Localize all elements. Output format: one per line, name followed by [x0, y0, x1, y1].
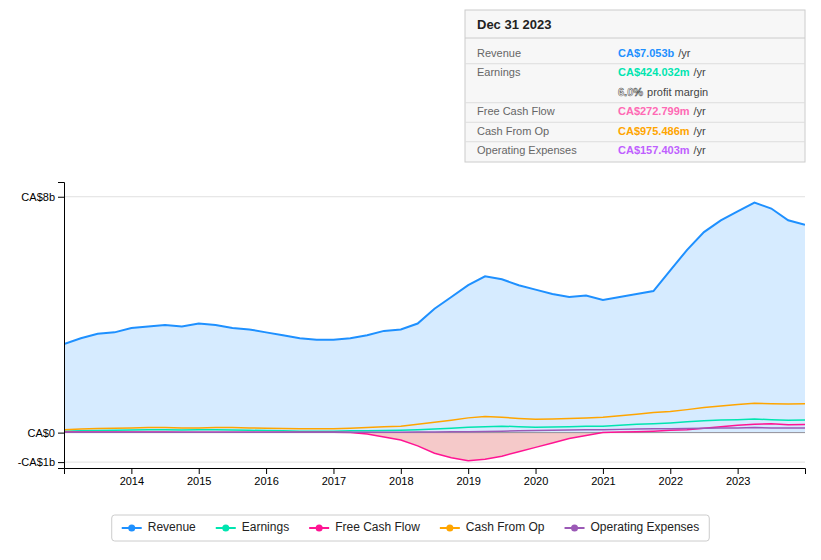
tick: 2017 [322, 468, 346, 487]
tick-mark [58, 462, 64, 463]
info-label: Free Cash Flow [477, 105, 555, 117]
line [64, 403, 805, 430]
chart: -CA$1bCA$0CA$8b2014201520162017201820192… [0, 0, 821, 560]
info-value: CA$424.032m [618, 66, 690, 78]
legend-item: Free Cash Flow [309, 520, 420, 534]
legend-marker [446, 525, 453, 532]
info-label: Cash From Op [477, 125, 549, 137]
area [64, 203, 805, 433]
tick: CA$0 [27, 427, 64, 439]
grid-line [64, 196, 805, 197]
info-unit: /yr [694, 125, 707, 137]
tick: -CA$1b [18, 456, 64, 468]
tick-mark [333, 468, 334, 474]
grid-line [64, 462, 805, 463]
legend-marker [128, 525, 135, 532]
legend-label: Cash From Op [466, 520, 545, 534]
info-box-frame [465, 10, 805, 162]
legend-label: Earnings [242, 520, 289, 534]
info-unit: profit margin [647, 86, 708, 98]
info-separator [465, 38, 805, 39]
info-value: CA$272.799m [618, 105, 690, 117]
y-axis: -CA$1b CA$0 CA$8b [18, 183, 65, 469]
tick-label: 2015 [187, 475, 211, 487]
tick-mark [58, 433, 64, 434]
tick-mark [468, 468, 469, 474]
tick-mark [670, 468, 671, 474]
info-value: 6.0% [618, 86, 643, 98]
tick: 2023 [726, 468, 750, 487]
info-unit: /yr [678, 47, 691, 59]
axis-line [58, 183, 65, 469]
x-axis: 2014 2015 2016 2017 2018 2019 2020 2021 2022 2023 [65, 468, 806, 487]
info-box: Dec 31 2023 Revenue CA$7.053b/yr Earnings CA… [465, 10, 805, 162]
legend-item: Operating Expenses [565, 520, 700, 534]
info-separator [465, 102, 805, 103]
tick-label: 2014 [120, 475, 144, 487]
tick-label: 2021 [591, 475, 615, 487]
tick: 2018 [389, 468, 413, 487]
info-value: CA$157.403m [618, 144, 690, 156]
info-unit: /yr [694, 105, 707, 117]
tick-label: CA$8b [21, 191, 55, 203]
tick: 2019 [456, 468, 480, 487]
legend-label: Revenue [148, 520, 196, 534]
tick: 2016 [254, 468, 278, 487]
legend-label: Operating Expenses [591, 520, 700, 534]
info-value: CA$7.053b [618, 47, 675, 59]
tick-mark [58, 197, 64, 198]
tick: 2015 [187, 468, 211, 487]
info-value: CA$975.486m [618, 125, 690, 137]
legend-marker [316, 525, 323, 532]
tick-label: 2020 [524, 475, 548, 487]
tick-mark [603, 468, 604, 474]
line [64, 424, 805, 461]
info-unit: /yr [694, 144, 707, 156]
tick-label: 2022 [659, 475, 683, 487]
loss-area [64, 433, 805, 461]
legend-item: Cash From Op [440, 520, 545, 534]
legend-label: Free Cash Flow [335, 520, 420, 534]
loss-fill-group [64, 433, 805, 461]
info-label: Earnings [477, 66, 521, 78]
tick-mark [401, 468, 402, 474]
info-label: Operating Expenses [477, 144, 577, 156]
plot-marks [64, 203, 805, 461]
tick: CA$8b [21, 191, 64, 203]
legend-marker [222, 525, 229, 532]
axis-line [65, 469, 806, 475]
tick-label: CA$0 [27, 427, 55, 439]
title: Dec 31 2023 [477, 17, 551, 32]
legend-marker [571, 525, 578, 532]
legend: Revenue Earnings Free Cash Flow Cash From O… [112, 515, 710, 541]
line [64, 428, 805, 433]
tick: 2021 [591, 468, 615, 487]
tick-label: 2018 [389, 475, 413, 487]
tick-label: 2019 [456, 475, 480, 487]
tick-label: 2023 [726, 475, 750, 487]
tick-mark [536, 468, 537, 474]
tick-mark [266, 468, 267, 474]
grid [64, 197, 805, 462]
tick: 2022 [659, 468, 683, 487]
legend-frame [112, 515, 710, 541]
tick-mark [199, 468, 200, 474]
info-separator [465, 141, 805, 142]
tick-label: -CA$1b [18, 456, 55, 468]
tick: 2014 [120, 468, 144, 487]
info-unit: /yr [694, 66, 707, 78]
tick-label: 2016 [254, 475, 278, 487]
info-separator [465, 122, 805, 123]
line [64, 203, 805, 345]
info-separator [465, 63, 805, 64]
legend-item: Earnings [216, 520, 289, 534]
info-label: Revenue [477, 47, 521, 59]
tick: 2020 [524, 468, 548, 487]
tick-mark [131, 468, 132, 474]
tick-label: 2017 [322, 475, 346, 487]
legend-item: Revenue [122, 520, 196, 534]
tick-mark [738, 468, 739, 474]
